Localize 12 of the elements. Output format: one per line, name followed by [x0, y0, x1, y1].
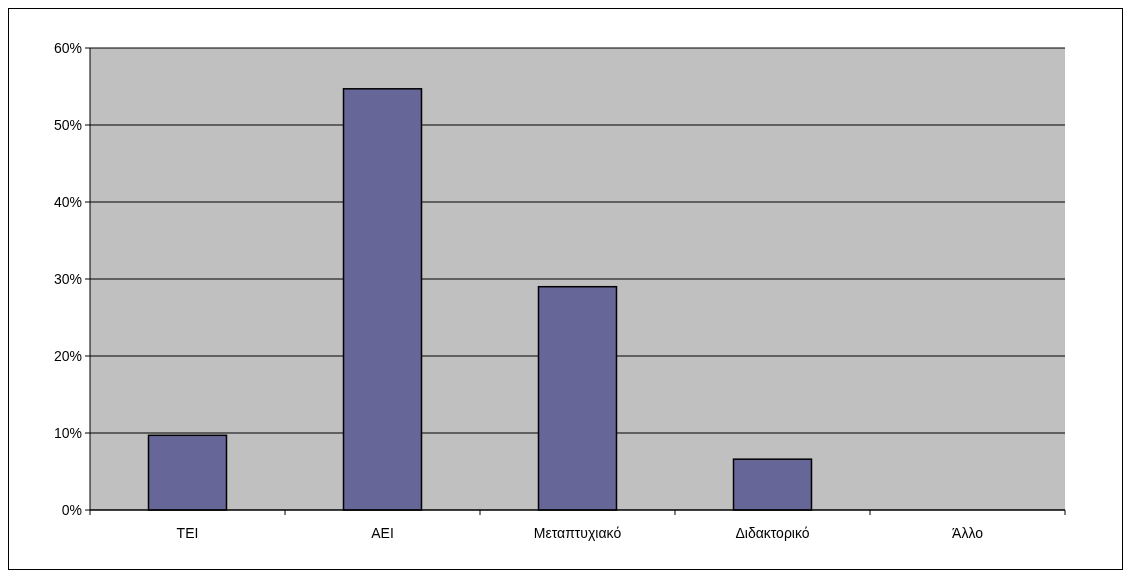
x-tick-label: Διδακτορικό — [735, 525, 810, 541]
x-tick-label: Άλλο — [952, 525, 984, 541]
x-tick-label: ΑΕΙ — [371, 525, 394, 541]
y-tick-label: 60% — [53, 39, 82, 56]
y-tick-label: 10% — [53, 424, 82, 441]
y-tick-label: 40% — [53, 193, 82, 210]
y-tick-label: 30% — [53, 270, 82, 287]
x-tick-label: ΤΕΙ — [176, 525, 199, 541]
x-tick-label: Μεταπτυχιακό — [533, 525, 622, 541]
y-tick-label: 0% — [61, 501, 82, 518]
y-tick-label: 50% — [53, 116, 82, 133]
y-tick-label: 20% — [53, 347, 82, 364]
